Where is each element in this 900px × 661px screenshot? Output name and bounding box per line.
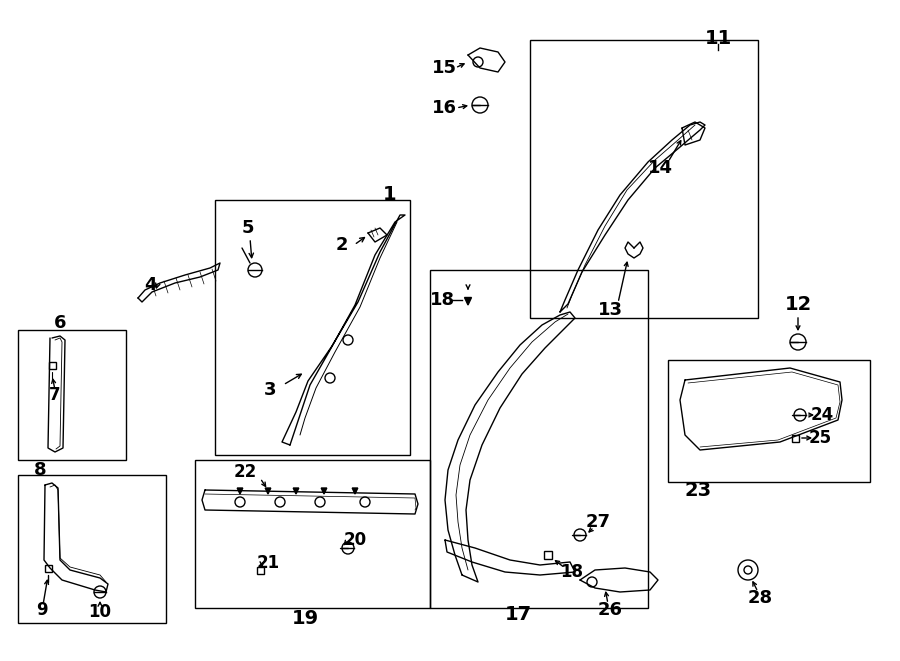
Text: 11: 11 bbox=[705, 28, 732, 48]
Text: 10: 10 bbox=[88, 603, 112, 621]
Bar bbox=[430, 270, 648, 608]
Text: 4: 4 bbox=[144, 276, 157, 294]
Bar bbox=[530, 40, 758, 318]
Text: 15: 15 bbox=[431, 59, 456, 77]
Text: 13: 13 bbox=[598, 301, 623, 319]
Bar bbox=[544, 551, 552, 559]
Text: 2: 2 bbox=[336, 236, 348, 254]
Polygon shape bbox=[293, 488, 299, 494]
Text: 22: 22 bbox=[233, 463, 256, 481]
Text: 8: 8 bbox=[33, 461, 46, 479]
Text: 16: 16 bbox=[431, 99, 456, 117]
Bar bbox=[256, 566, 264, 574]
Bar bbox=[791, 434, 798, 442]
Polygon shape bbox=[464, 297, 472, 305]
Text: 28: 28 bbox=[747, 589, 772, 607]
Text: 7: 7 bbox=[50, 386, 61, 404]
Text: 26: 26 bbox=[598, 601, 623, 619]
Text: 9: 9 bbox=[36, 601, 48, 619]
Text: 14: 14 bbox=[647, 159, 672, 177]
Bar bbox=[215, 200, 410, 455]
Polygon shape bbox=[321, 488, 327, 494]
Text: 19: 19 bbox=[292, 609, 319, 627]
Bar bbox=[668, 360, 870, 482]
Text: 6: 6 bbox=[54, 314, 67, 332]
Bar bbox=[18, 475, 166, 623]
Text: 23: 23 bbox=[684, 481, 712, 500]
Text: 24: 24 bbox=[810, 406, 833, 424]
Text: 18: 18 bbox=[561, 563, 583, 581]
Text: 1: 1 bbox=[383, 186, 397, 204]
Bar bbox=[44, 564, 51, 572]
Bar bbox=[18, 330, 126, 460]
Text: 3: 3 bbox=[264, 381, 276, 399]
Text: 20: 20 bbox=[344, 531, 366, 549]
Text: 27: 27 bbox=[586, 513, 610, 531]
Text: 17: 17 bbox=[504, 605, 532, 625]
Text: 12: 12 bbox=[785, 295, 812, 315]
Text: 25: 25 bbox=[808, 429, 832, 447]
Bar bbox=[195, 460, 430, 608]
Polygon shape bbox=[266, 488, 271, 494]
Text: 18: 18 bbox=[429, 291, 454, 309]
Bar bbox=[49, 362, 56, 368]
Text: 5: 5 bbox=[242, 219, 254, 237]
Text: 21: 21 bbox=[256, 554, 280, 572]
Polygon shape bbox=[352, 488, 358, 494]
Polygon shape bbox=[238, 488, 243, 494]
